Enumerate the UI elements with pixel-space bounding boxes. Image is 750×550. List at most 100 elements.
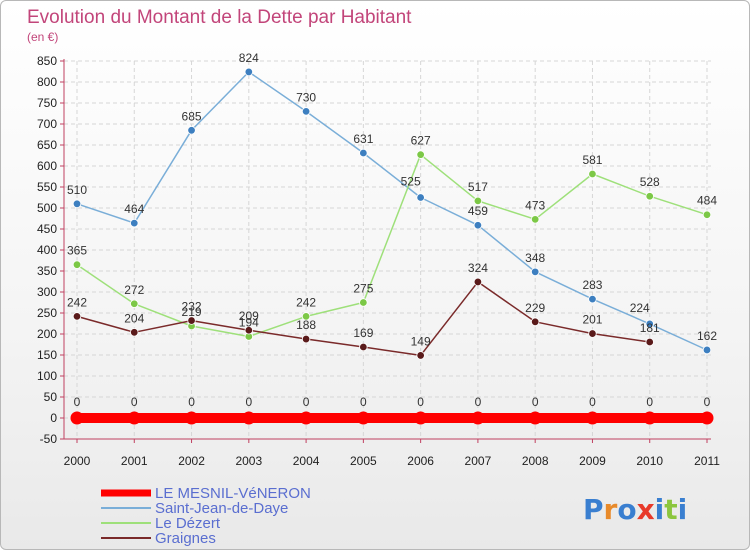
data-label: 464 (124, 202, 144, 216)
legend-item: Graignes (101, 530, 216, 547)
legend-label: Saint-Jean-de-Daye (155, 500, 288, 517)
data-point (473, 196, 483, 206)
data-point (299, 411, 313, 425)
data-point (301, 312, 311, 321)
data-point (643, 411, 657, 425)
data-label: 0 (131, 395, 138, 409)
y-tick-label: 800 (37, 75, 57, 89)
data-label: 242 (67, 295, 87, 309)
data-point (588, 329, 597, 338)
data-label: 324 (468, 261, 488, 275)
data-point (244, 326, 254, 335)
y-tick-label: 850 (37, 54, 57, 68)
data-point (130, 218, 139, 228)
data-point (645, 192, 654, 201)
data-point (588, 169, 597, 179)
series-line (76, 71, 708, 351)
data-point (72, 199, 82, 208)
data-point (645, 319, 654, 329)
data-label: 581 (582, 153, 602, 167)
data-point (359, 148, 368, 158)
data-label: 169 (353, 326, 373, 340)
data-point (359, 342, 368, 352)
x-tick-label: 2000 (64, 454, 91, 468)
data-label: 188 (296, 318, 316, 332)
data-point (530, 317, 540, 327)
data-label: 0 (417, 395, 424, 409)
data-label: 0 (74, 395, 81, 409)
data-label: 149 (411, 334, 431, 348)
data-point (359, 298, 368, 307)
data-label: 283 (582, 278, 602, 292)
data-point (588, 294, 597, 304)
data-point (130, 328, 139, 337)
legend-item: LE MESNIL-VéNERON (101, 485, 311, 502)
data-label: 181 (640, 321, 660, 335)
data-point (185, 411, 199, 425)
data-label: 201 (582, 313, 602, 327)
data-point (416, 193, 425, 202)
y-tick-label: 400 (37, 243, 57, 257)
legend-label: LE MESNIL-VéNERON (155, 485, 311, 502)
data-label: 510 (67, 183, 87, 197)
y-tick-label: 500 (37, 201, 57, 215)
data-label: 459 (468, 204, 488, 218)
data-point (530, 215, 540, 224)
data-point (414, 411, 428, 425)
y-tick-label: -50 (40, 432, 58, 446)
data-label: 685 (182, 109, 202, 123)
data-label: 224 (630, 301, 650, 315)
series-graignes (72, 277, 654, 360)
data-label: 242 (296, 295, 316, 309)
grid (64, 60, 711, 440)
data-label: 0 (475, 395, 482, 409)
data-label: 0 (245, 395, 252, 409)
data-point (187, 316, 196, 325)
series-saint-jean-de-daye (72, 67, 712, 355)
y-tick-label: 200 (37, 327, 57, 341)
y-tick-label: 450 (37, 222, 57, 236)
y-tick-label: 550 (37, 180, 57, 194)
data-label: 517 (468, 180, 488, 194)
data-point (130, 299, 139, 308)
y-tick-label: 650 (37, 138, 57, 152)
legend-label: Le Dézert (155, 515, 221, 532)
data-point (473, 277, 483, 287)
data-point (72, 312, 82, 321)
data-label: 0 (303, 395, 310, 409)
data-point (528, 411, 542, 425)
data-point (301, 107, 311, 116)
data-point (700, 411, 714, 425)
data-point (702, 345, 712, 355)
data-point (72, 260, 82, 269)
y-tick-label: 250 (37, 306, 57, 320)
data-label: 348 (525, 251, 545, 265)
data-point (356, 411, 370, 425)
data-point (702, 210, 712, 219)
x-tick-label: 2002 (178, 454, 205, 468)
data-label: 365 (67, 244, 87, 258)
series-line (76, 153, 708, 338)
data-label: 473 (525, 198, 545, 212)
data-label: 162 (697, 329, 717, 343)
y-tick-label: 600 (37, 159, 57, 173)
data-point (471, 411, 485, 425)
x-tick-label: 2006 (407, 454, 434, 468)
data-point (301, 334, 311, 344)
data-label: 232 (182, 300, 202, 314)
y-tick-label: 50 (44, 390, 58, 404)
data-label: 209 (239, 309, 259, 323)
data-label: 627 (411, 134, 431, 148)
data-point (127, 411, 141, 425)
series-le-mesnil-v-neron (70, 411, 714, 425)
x-tick-label: 2008 (522, 454, 549, 468)
data-label: 275 (353, 282, 373, 296)
legend-label: Graignes (155, 530, 216, 547)
x-tick-label: 2009 (579, 454, 606, 468)
data-label: 730 (296, 90, 316, 104)
axes: -50 0 50 100 150 200 250 300 350 400 450 500 550 600 6… (37, 54, 720, 468)
data-label: 272 (124, 283, 144, 297)
